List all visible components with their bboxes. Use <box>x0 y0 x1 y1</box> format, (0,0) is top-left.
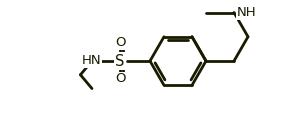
Text: O: O <box>115 72 125 86</box>
Text: O: O <box>115 37 125 49</box>
Text: S: S <box>115 53 125 68</box>
Text: HN: HN <box>82 54 102 68</box>
Text: NH: NH <box>237 6 257 19</box>
